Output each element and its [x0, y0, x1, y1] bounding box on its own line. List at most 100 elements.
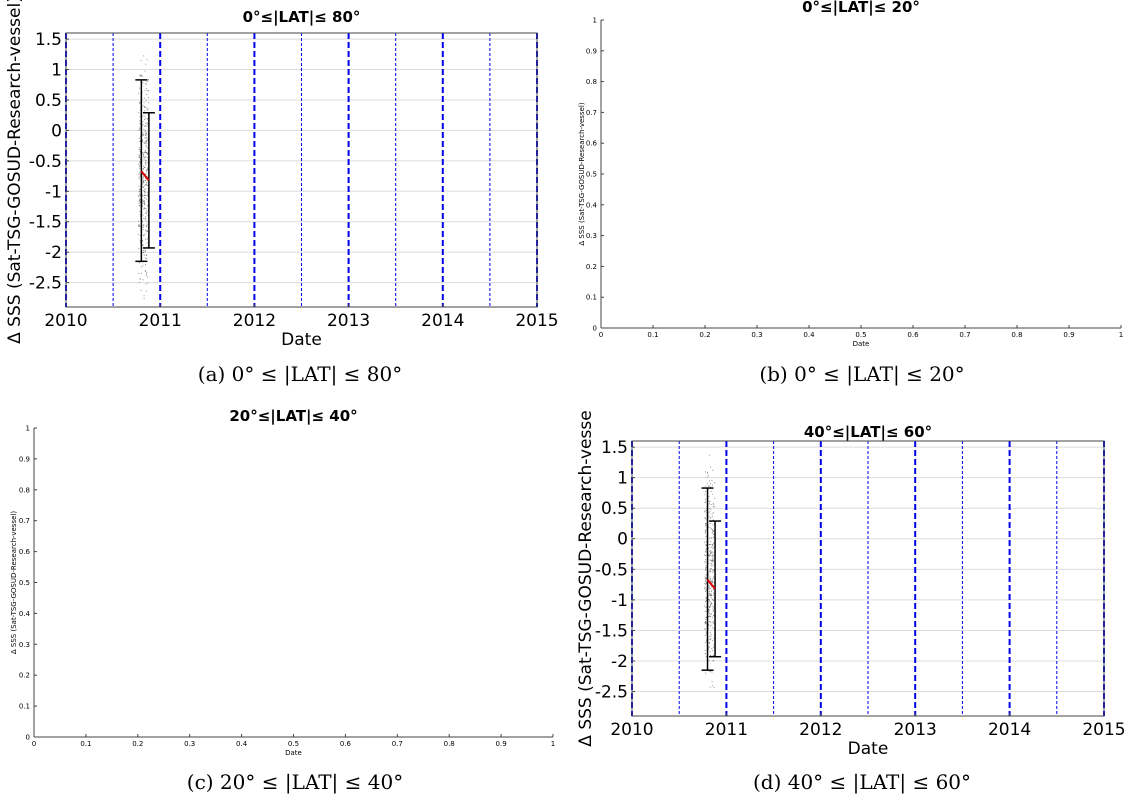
plot-0-data-point: [139, 262, 140, 263]
plot-3-data-point: [712, 685, 713, 686]
plot-3-data-point: [705, 491, 706, 492]
plot-0-data-point: [145, 157, 146, 158]
plot-3-data-point: [710, 568, 711, 569]
plot-0-data-point: [139, 178, 140, 179]
plot-3-data-point: [714, 498, 715, 499]
plot-3-data-point: [706, 617, 707, 618]
plot-3-data-point: [705, 623, 706, 624]
plot-0-data-point: [143, 209, 144, 210]
plot-3-data-point: [709, 501, 710, 502]
plot-2-x-label: Date: [285, 749, 302, 757]
plot-0-data-point: [144, 254, 145, 255]
plot-3-data-point: [705, 570, 706, 571]
plot-3-data-point: [709, 556, 710, 557]
plot-3-data-point: [712, 565, 713, 566]
plot-0-data-point: [146, 225, 147, 226]
plot-0-data-point: [138, 157, 139, 158]
plot-3-data-point: [709, 660, 710, 661]
plot-3-data-point: [712, 555, 713, 556]
plot-0-data-point: [138, 93, 139, 94]
plot-3-data-point: [705, 672, 706, 673]
plot-0-data-point: [140, 202, 141, 203]
plot-3-data-point: [705, 532, 706, 533]
plot-0-data-point: [145, 118, 146, 119]
plot-3-data-point: [712, 516, 713, 517]
plot-0-data-point: [145, 239, 146, 240]
plot-3-y-tick-label: -0.5: [595, 560, 628, 580]
plot-2-y-tick-label: 0: [26, 733, 30, 741]
plot-2-y-tick-label: 0.2: [19, 672, 30, 680]
plot-0-data-point: [147, 90, 148, 91]
plot-3-data-point: [705, 621, 706, 622]
plot-0-data-point: [142, 115, 143, 116]
plot-3-data-point: [710, 555, 711, 556]
plot-0-data-point: [145, 163, 146, 164]
plot-3-data-point: [713, 621, 714, 622]
plot-3-data-point: [710, 509, 711, 510]
plot-0-x-tick-label: 2013: [327, 311, 370, 331]
plot-0-data-point: [144, 167, 145, 168]
plot-3-data-point: [712, 580, 713, 581]
plot-0-data-point: [143, 201, 144, 202]
plot-3-data-point: [704, 605, 705, 606]
plot-1-x-tick-label: 1: [1119, 331, 1123, 339]
plot-0-data-point: [139, 203, 140, 204]
plot-0-data-point: [145, 180, 146, 181]
plot-0-data-point: [146, 173, 147, 174]
plot-3-data-point: [705, 601, 706, 602]
plot-0-data-point: [138, 149, 139, 150]
plot-3-data-point: [708, 486, 709, 487]
plot-0-data-point: [145, 131, 146, 132]
plot-3-data-point: [705, 555, 706, 556]
plot-3-data-point: [714, 506, 715, 507]
plot-3-data-point: [710, 622, 711, 623]
plot-3-data-point: [710, 655, 711, 656]
plot-3-data-point: [705, 531, 706, 532]
plot-1-x-tick-label: 0.5: [855, 331, 866, 339]
plot-3-data-point: [706, 599, 707, 600]
plot-3-data-point: [713, 615, 714, 616]
plot-3-data-point: [712, 622, 713, 623]
plot-3-data-point: [710, 636, 711, 637]
plot-3-data-point: [709, 588, 710, 589]
plot-3-data-point: [709, 601, 710, 602]
plot-3-data-point: [704, 511, 705, 512]
plot-0-data-point: [144, 295, 145, 296]
plot-2-x-tick-label: 0: [32, 740, 36, 748]
caption-a: (a) 0° ≤ |LAT| ≤ 80°: [198, 362, 402, 386]
plot-3-data-point: [708, 548, 709, 549]
plot-3-data-point: [708, 475, 709, 476]
plot-3-data-point: [708, 554, 709, 555]
plot-0-data-point: [147, 139, 148, 140]
plot-0-data-point: [146, 273, 147, 274]
plot-0-data-point: [138, 130, 139, 131]
plot-0-data-point: [144, 185, 145, 186]
plot-3-data-point: [705, 581, 706, 582]
plot-3-data-point: [708, 612, 709, 613]
plot-0-data-point: [145, 184, 146, 185]
plot-0-data-point: [146, 210, 147, 211]
plot-2-y-tick-label: 0.4: [19, 610, 31, 618]
plot-0-data-point: [139, 138, 140, 139]
plot-3-data-point: [711, 672, 712, 673]
plot-0-data-point: [139, 120, 140, 121]
plot-0-data-point: [142, 125, 143, 126]
plot-2-y-tick-label: 0.9: [19, 455, 30, 463]
plot-0-data-point: [146, 126, 147, 127]
plot-3-data-point: [705, 544, 706, 545]
plot-3-data-point: [713, 504, 714, 505]
plot-3-data-point: [704, 561, 705, 562]
plot-1-y-tick-label: 0.6: [586, 140, 598, 148]
plot-0-data-point: [141, 75, 142, 76]
plot-0-data-point: [139, 189, 140, 190]
plot-0-data-point: [139, 168, 140, 169]
plot-3-data-point: [705, 529, 706, 530]
plot-0-data-point: [139, 200, 140, 201]
plot-3-data-point: [711, 591, 712, 592]
plot-2-y-tick-label: 0.6: [19, 548, 31, 556]
plot-3-data-point: [705, 471, 706, 472]
plot-3-data-point: [704, 628, 705, 629]
plot-0-data-point: [142, 121, 143, 122]
plot-3-data-point: [712, 681, 713, 682]
plot-2-y-tick-label: 0.7: [19, 517, 30, 525]
